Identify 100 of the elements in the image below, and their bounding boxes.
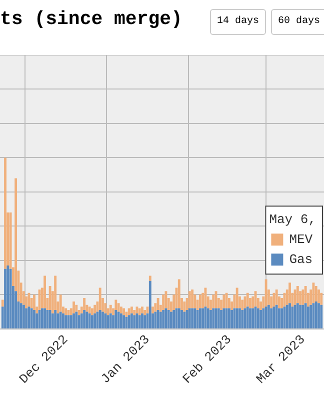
- bar: [125, 316, 128, 328]
- bar: [296, 303, 299, 328]
- bar: [212, 294, 215, 308]
- bar: [125, 312, 128, 317]
- bar: [83, 298, 86, 310]
- bar: [33, 310, 36, 328]
- bar: [20, 303, 22, 328]
- bar: [280, 308, 284, 328]
- bar: [306, 306, 310, 328]
- bar: [130, 313, 133, 328]
- bar: [191, 308, 194, 328]
- bar: [54, 276, 57, 310]
- bar: [86, 312, 88, 328]
- bar: [36, 313, 38, 328]
- bar: [318, 303, 320, 328]
- bar: [102, 312, 104, 328]
- bar: [198, 294, 202, 308]
- bar: [206, 308, 210, 328]
- bar: [188, 291, 191, 308]
- bar: [75, 312, 78, 328]
- bar: [128, 308, 130, 316]
- bar: [278, 308, 280, 328]
- bar: [172, 310, 176, 328]
- bar: [302, 304, 304, 328]
- bar: [314, 301, 318, 328]
- bar: [299, 304, 302, 328]
- bar: [44, 308, 46, 328]
- bar: [241, 310, 244, 328]
- bar: [156, 310, 160, 328]
- bar: [249, 308, 252, 328]
- bar: [1, 300, 4, 307]
- bar: [246, 292, 249, 307]
- text: 14 days: [210, 9, 266, 35]
- bar: [267, 304, 270, 328]
- bar: [304, 303, 307, 328]
- bar: [46, 310, 49, 328]
- bar: [94, 313, 96, 328]
- bar: [304, 286, 307, 304]
- bar: [114, 310, 118, 328]
- bar: [133, 315, 136, 328]
- bar: [217, 308, 220, 328]
- bar: [164, 308, 168, 328]
- bar: [70, 315, 72, 328]
- bar: [310, 304, 312, 328]
- bar: [314, 286, 318, 302]
- bar: [64, 315, 68, 328]
- bar: [238, 308, 241, 328]
- bar: [122, 315, 126, 328]
- bar: [264, 279, 268, 307]
- bar: [148, 276, 152, 281]
- bar: [288, 282, 291, 304]
- bar: [291, 306, 294, 328]
- bar: [162, 294, 165, 310]
- bar: [262, 308, 265, 328]
- bar: [22, 304, 25, 328]
- bar: [138, 308, 141, 316]
- bar: [320, 304, 323, 328]
- bar: [178, 279, 180, 308]
- bar: [59, 294, 62, 312]
- bar: [156, 298, 160, 310]
- bar: [138, 315, 141, 328]
- bar: [6, 266, 10, 328]
- bar: [120, 313, 122, 328]
- bar: [44, 276, 46, 308]
- bar: [260, 310, 262, 328]
- bar: [141, 313, 144, 328]
- bar: [167, 310, 170, 328]
- bar: [83, 310, 86, 328]
- bar: [241, 300, 244, 310]
- bar: [48, 310, 52, 328]
- bar: [48, 286, 52, 310]
- bar: [59, 312, 62, 328]
- bar: [75, 304, 78, 312]
- bar: [162, 310, 165, 328]
- bar: [90, 315, 94, 328]
- bar: [178, 308, 180, 328]
- bar: [256, 308, 260, 328]
- bar: [288, 303, 291, 328]
- bar: [222, 308, 226, 328]
- bar: [148, 280, 152, 328]
- bar: [202, 308, 204, 328]
- bar: [272, 292, 276, 307]
- bar: [264, 306, 268, 328]
- bar: [109, 304, 112, 314]
- bar: [54, 310, 57, 328]
- bar: [80, 313, 83, 328]
- bar: [191, 289, 194, 308]
- bar: [196, 310, 199, 328]
- bar: [109, 313, 112, 328]
- bar: [144, 315, 146, 328]
- bar: [141, 306, 144, 314]
- bar: [4, 268, 6, 328]
- bar: [188, 308, 191, 328]
- text: 60 days: [271, 9, 324, 35]
- bar: [122, 308, 126, 316]
- bar: [98, 310, 102, 328]
- bar: [152, 306, 154, 314]
- bar: [88, 313, 91, 328]
- bar: [318, 289, 320, 304]
- bar: [183, 312, 186, 328]
